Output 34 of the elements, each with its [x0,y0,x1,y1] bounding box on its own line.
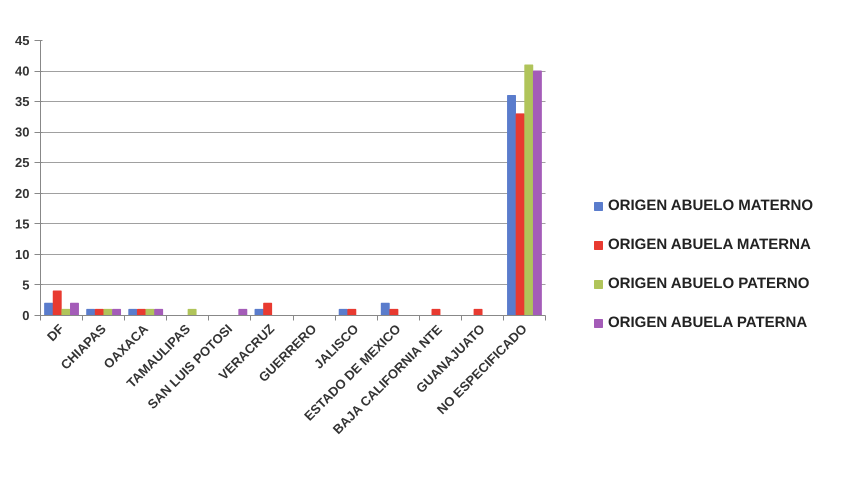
bar [507,95,516,316]
y-tick-label: 10 [15,246,30,262]
bar [516,113,525,316]
x-tick-label: DF [44,321,67,344]
legend-label: ORIGEN ABUELA MATERNA [608,236,811,253]
bar [44,302,54,316]
bar [432,308,440,316]
bar [532,70,542,316]
y-tick-label: 20 [15,186,30,201]
bar [380,302,390,316]
bar [70,302,79,316]
bar [154,308,164,316]
bar [263,302,272,316]
legend-label: ORIGEN ABUELO MATERNO [608,197,813,214]
y-tick-label: 5 [22,277,30,292]
y-tick-label: 15 [15,216,30,232]
y-tick-label: 35 [15,94,30,110]
y-tick-label: 40 [15,64,30,79]
bar [347,308,356,316]
bar [86,308,96,316]
legend-label: ORIGEN ABUELO PATERNO [608,275,810,292]
bar [238,308,248,316]
y-tick-label: 30 [15,124,30,140]
legend-label: ORIGEN ABUELA PATERNA [608,314,808,331]
y-tick-label: 25 [15,155,30,170]
bar [188,308,197,316]
y-tick-label: 45 [15,33,30,48]
bar [52,290,62,316]
bar [112,308,122,316]
bar [524,64,534,316]
bar [338,308,348,316]
bar [389,308,398,316]
bar [474,308,483,316]
y-tick-label: 0 [22,308,30,323]
